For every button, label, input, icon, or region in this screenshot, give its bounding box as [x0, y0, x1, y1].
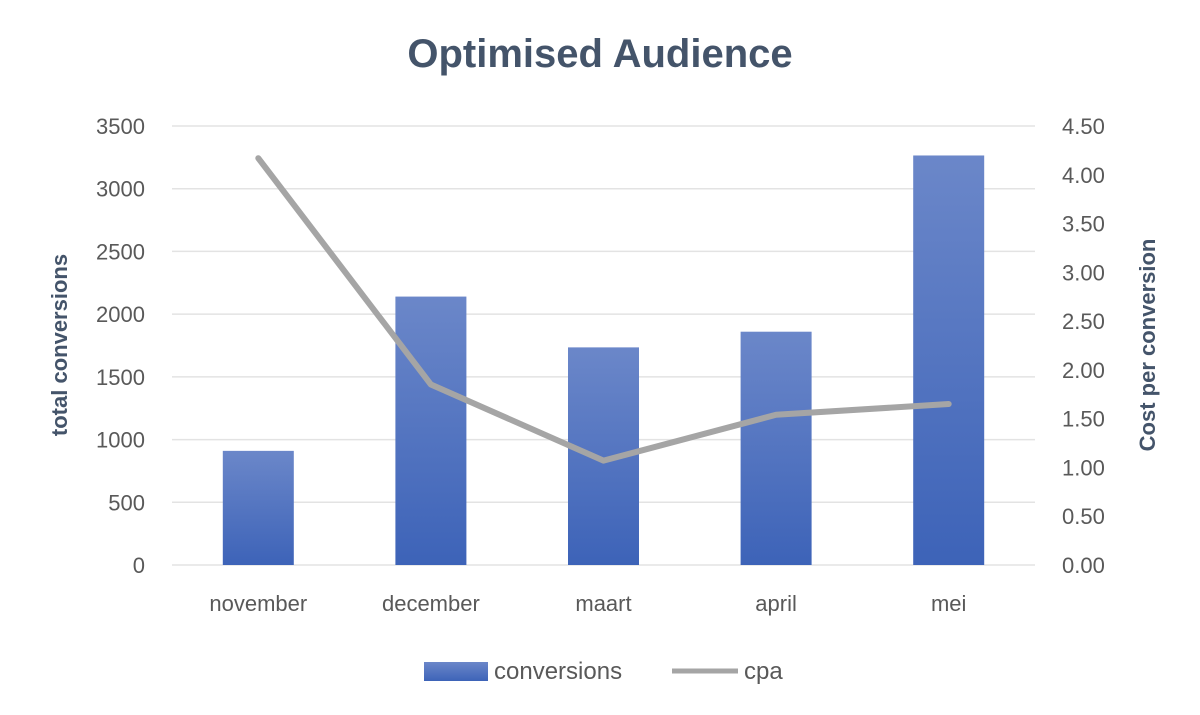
right-axis-tick-label: 2.00: [1062, 358, 1105, 383]
cpa-line-layer: [255, 155, 952, 464]
conversions-bar-december: [395, 296, 467, 565]
left-axis-tick-label: 3000: [96, 177, 145, 202]
chart-title: Optimised Audience: [407, 32, 792, 76]
category-axis-labels: november december maart april mei: [209, 591, 966, 616]
category-label-mei: mei: [931, 591, 966, 616]
cpa-line: [255, 155, 952, 464]
conversions-bar-april: [740, 331, 812, 565]
left-axis-tick-label: 2000: [96, 302, 145, 327]
category-label-maart: maart: [575, 591, 631, 616]
right-axis-tick-label: 4.00: [1062, 163, 1105, 188]
legend-conversions-swatch: [424, 662, 488, 681]
right-axis-tick-label: 3.00: [1062, 260, 1105, 285]
left-axis-tick-label: 500: [108, 490, 145, 515]
conversions-bar-mei: [913, 155, 985, 565]
left-axis-tick-label: 1000: [96, 428, 145, 453]
left-axis-tick-label: 2500: [96, 239, 145, 264]
category-label-december: december: [382, 591, 480, 616]
right-axis-tick-label: 1.50: [1062, 407, 1105, 432]
right-axis-tick-label: 0.50: [1062, 504, 1105, 529]
left-axis-title: total conversions: [47, 254, 72, 436]
right-axis-tick-label: 1.00: [1062, 455, 1105, 480]
category-label-november: november: [209, 591, 307, 616]
legend-cpa-label: cpa: [744, 658, 783, 685]
right-axis-ticks: 0.00 0.50 1.00 1.50 2.00 2.50 3.00 3.50 4.00 4.50: [1062, 114, 1105, 578]
left-axis-tick-label: 3500: [96, 114, 145, 139]
legend: conversions cpa: [424, 658, 783, 685]
right-axis-tick-label: 0.00: [1062, 553, 1105, 578]
right-axis-tick-label: 4.50: [1062, 114, 1105, 139]
conversions-bar-november: [222, 450, 294, 565]
left-axis-ticks: 0 500 1000 1500 2000 2500 3000 3500: [96, 114, 145, 578]
right-axis-title: Cost per conversion: [1135, 239, 1160, 452]
left-axis-tick-label: 1500: [96, 365, 145, 390]
category-label-april: april: [755, 591, 797, 616]
legend-conversions-label: conversions: [494, 658, 622, 685]
right-axis-tick-label: 2.50: [1062, 309, 1105, 334]
right-axis-tick-label: 3.50: [1062, 212, 1105, 237]
left-axis-tick-label: 0: [133, 553, 145, 578]
conversions-bars: [222, 155, 985, 565]
